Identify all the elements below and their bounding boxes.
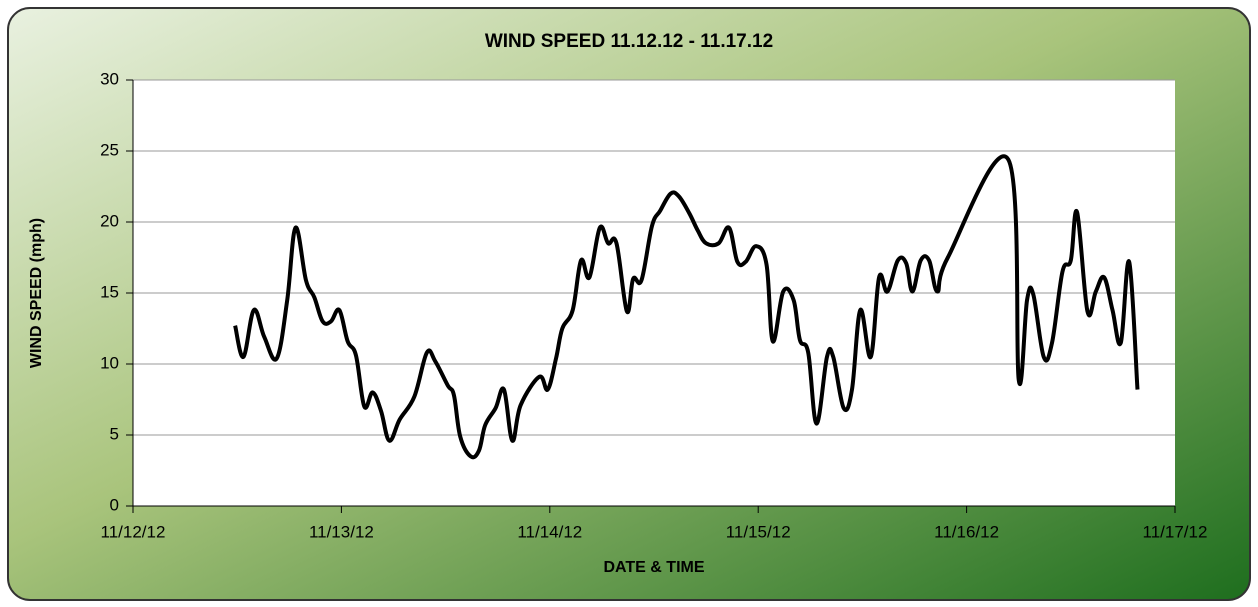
y-tick-label: 25 [100,140,119,159]
y-tick-label: 15 [100,282,119,301]
x-tick-label: 11/12/12 [101,522,166,541]
y-tick-label: 0 [110,495,119,514]
x-tick-label: 11/16/12 [934,522,999,541]
x-tick-label: 11/13/12 [309,522,374,541]
x-tick-label: 11/15/12 [726,522,791,541]
x-axis-label: DATE & TIME [603,559,704,576]
y-tick-label: 30 [100,69,119,88]
line-series [233,154,1140,460]
y-tick-label: 10 [100,353,119,372]
chart-title: WIND SPEED 11.12.12 - 11.17.12 [485,31,773,52]
y-axis-label: WIND SPEED (mph) [28,218,45,368]
y-tick-label: 20 [100,211,119,230]
y-tick-label: 5 [110,424,119,443]
x-tick-label: 11/14/12 [517,522,582,541]
x-tick-label: 11/17/12 [1143,522,1208,541]
